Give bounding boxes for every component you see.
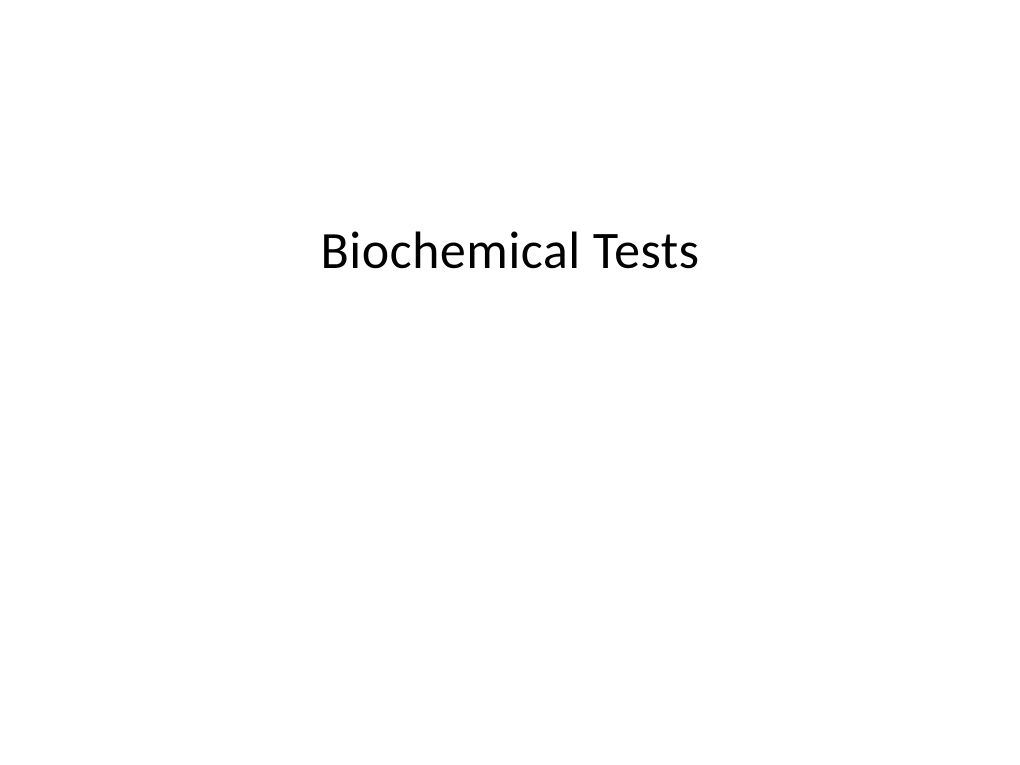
slide-container: Biochemical Tests [0,0,1020,765]
slide-title: Biochemical Tests [0,218,1020,282]
